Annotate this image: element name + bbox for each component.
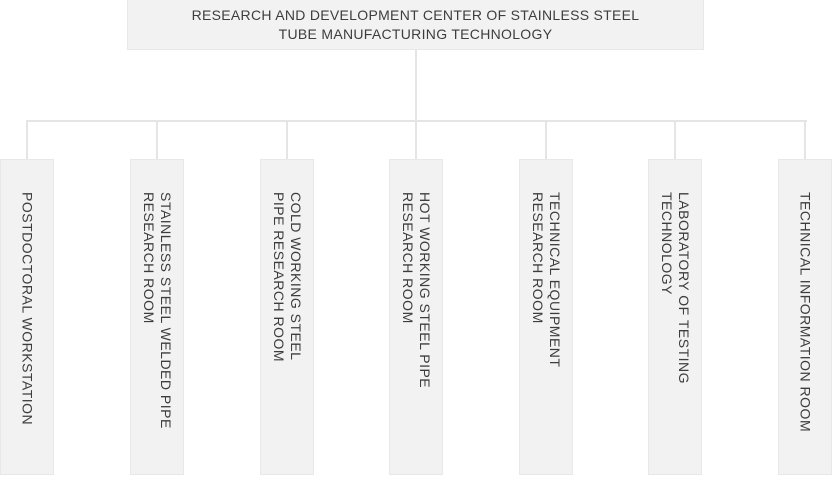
dept-label: POSTDOCTORAL WORKSTATION (19, 192, 36, 426)
root-node: RESEARCH AND DEVELOPMENT CENTER OF STAIN… (127, 0, 704, 50)
dept-node-testing-technology-lab: LABORATORY OF TESTING TECHNOLOGY (648, 159, 702, 475)
connector-stub-1 (26, 120, 28, 159)
dept-node-stainless-steel-welded-pipe: STAINLESS STEEL WELDED PIPE RESEARCH ROO… (130, 159, 184, 475)
connector-stub-3 (286, 120, 288, 159)
connector-stub-6 (674, 120, 676, 159)
dept-label: TECHNICAL EQUIPMENT RESEARCH ROOM (530, 192, 563, 368)
connector-stub-4 (415, 120, 417, 159)
dept-node-technical-equipment: TECHNICAL EQUIPMENT RESEARCH ROOM (519, 159, 573, 475)
connector-stub-2 (156, 120, 158, 159)
dept-node-postdoctoral-workstation: POSTDOCTORAL WORKSTATION (0, 159, 54, 475)
dept-label: TECHNICAL INFORMATION ROOM (797, 192, 814, 433)
dept-label: LABORATORY OF TESTING TECHNOLOGY (659, 192, 692, 385)
dept-node-technical-information: TECHNICAL INFORMATION ROOM (778, 159, 832, 475)
dept-node-cold-working-steel-pipe: COLD WORKING STEEL PIPE RESEARCH ROOM (260, 159, 314, 475)
root-node-label: RESEARCH AND DEVELOPMENT CENTER OF STAIN… (191, 6, 640, 42)
connector-trunk (415, 49, 417, 159)
connector-stub-7 (804, 120, 806, 159)
dept-node-hot-working-steel-pipe: HOT WORKING STEEL PIPE RESEARCH ROOM (389, 159, 443, 475)
dept-label: STAINLESS STEEL WELDED PIPE RESEARCH ROO… (141, 192, 174, 429)
connector-stub-5 (545, 120, 547, 159)
dept-label: HOT WORKING STEEL PIPE RESEARCH ROOM (400, 192, 433, 389)
dept-label: COLD WORKING STEEL PIPE RESEARCH ROOM (271, 192, 304, 363)
